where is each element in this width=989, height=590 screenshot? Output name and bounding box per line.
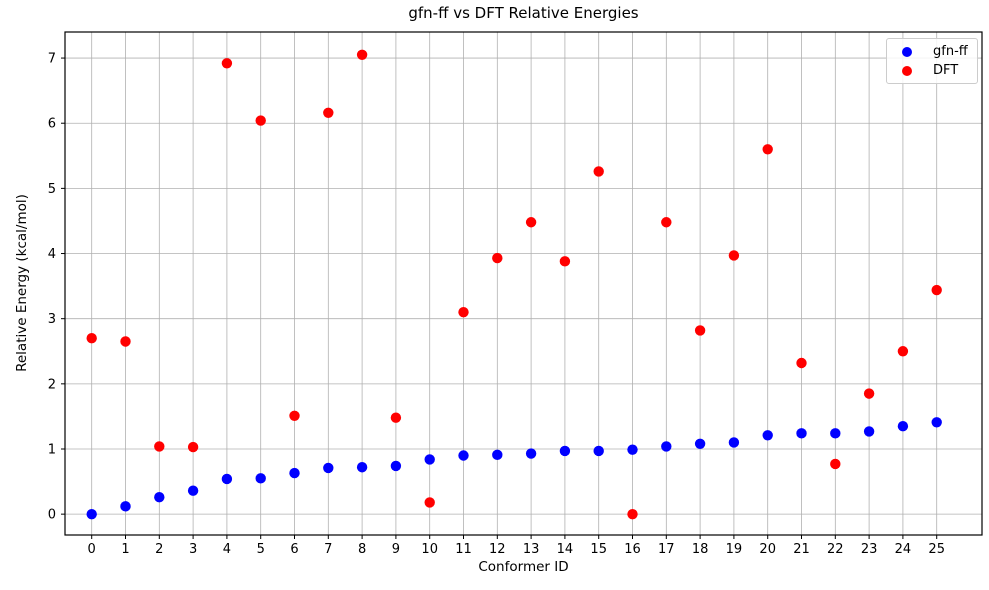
point-DFT-8 xyxy=(356,49,368,61)
point-DFT-4 xyxy=(221,58,233,69)
point-gfn-ff-6 xyxy=(289,467,300,479)
legend-label-dft: DFT xyxy=(933,63,959,78)
x-tick-label-23: 23 xyxy=(861,542,878,557)
point-DFT-14 xyxy=(559,256,571,267)
point-gfn-ff-20 xyxy=(762,430,773,441)
point-gfn-ff-23 xyxy=(863,426,875,437)
x-tick-label-8: 8 xyxy=(358,542,366,557)
point-DFT-22 xyxy=(830,458,841,470)
chart-title: gfn-ff vs DFT Relative Energies xyxy=(408,4,639,22)
point-DFT-10 xyxy=(424,497,435,508)
legend-entry-gfn-ff: gfn-ff xyxy=(902,42,971,61)
point-gfn-ff-4 xyxy=(221,473,233,485)
plot-border xyxy=(64,31,983,536)
x-tick-label-24: 24 xyxy=(895,542,912,557)
point-gfn-ff-7 xyxy=(323,462,334,474)
point-DFT-6 xyxy=(289,410,300,421)
point-DFT-12 xyxy=(492,252,503,264)
y-axis-label: Relative Energy (kcal/mol) xyxy=(14,194,30,372)
point-DFT-2 xyxy=(154,441,165,452)
x-tick-label-4: 4 xyxy=(223,542,231,557)
point-gfn-ff-11 xyxy=(458,450,469,461)
x-tick-label-0: 0 xyxy=(88,542,96,557)
point-gfn-ff-19 xyxy=(728,437,740,448)
point-gfn-ff-16 xyxy=(627,444,638,455)
x-tick-label-10: 10 xyxy=(421,542,438,557)
point-DFT-17 xyxy=(661,217,672,228)
point-gfn-ff-12 xyxy=(492,449,503,461)
point-gfn-ff-17 xyxy=(661,441,672,452)
point-DFT-0 xyxy=(86,333,97,344)
point-gfn-ff-9 xyxy=(390,460,402,472)
x-tick-label-15: 15 xyxy=(590,542,607,557)
point-DFT-11 xyxy=(458,306,469,318)
x-tick-label-12: 12 xyxy=(489,542,506,557)
x-tick-label-6: 6 xyxy=(290,542,298,557)
y-tick-label-7: 7 xyxy=(48,52,56,67)
y-tick-label-0: 0 xyxy=(48,508,56,523)
point-gfn-ff-24 xyxy=(897,420,909,432)
x-tick-label-14: 14 xyxy=(557,542,574,557)
x-tick-label-22: 22 xyxy=(827,542,844,557)
dft-marker-icon xyxy=(902,65,912,76)
legend-entry-dft: DFT xyxy=(902,61,971,80)
y-tick-label-6: 6 xyxy=(48,117,56,132)
point-gfn-ff-0 xyxy=(86,508,97,520)
x-tick-label-3: 3 xyxy=(189,542,197,557)
point-gfn-ff-5 xyxy=(255,473,266,484)
point-gfn-ff-2 xyxy=(154,492,165,503)
x-tick-label-9: 9 xyxy=(392,542,400,557)
point-gfn-ff-21 xyxy=(796,428,807,439)
point-DFT-18 xyxy=(694,325,706,336)
point-DFT-9 xyxy=(390,412,402,423)
point-gfn-ff-10 xyxy=(424,454,435,465)
x-tick-label-17: 17 xyxy=(658,542,675,557)
legend-label-gfn-ff: gfn-ff xyxy=(933,44,968,59)
x-tick-label-13: 13 xyxy=(523,542,540,557)
point-DFT-23 xyxy=(863,388,875,399)
x-tick-label-16: 16 xyxy=(624,542,641,557)
point-gfn-ff-15 xyxy=(593,445,604,457)
x-tick-label-2: 2 xyxy=(155,542,163,557)
point-DFT-19 xyxy=(728,250,740,261)
point-DFT-16 xyxy=(627,508,638,520)
legend: gfn-ff DFT xyxy=(886,38,978,84)
x-tick-label-5: 5 xyxy=(257,542,265,557)
y-tick-label-3: 3 xyxy=(48,312,56,327)
point-gfn-ff-8 xyxy=(356,462,368,473)
point-DFT-25 xyxy=(931,284,942,296)
point-DFT-1 xyxy=(120,336,131,347)
y-tick-label-4: 4 xyxy=(48,247,56,262)
point-DFT-13 xyxy=(525,217,537,228)
y-tick-label-1: 1 xyxy=(48,442,56,457)
point-gfn-ff-1 xyxy=(120,501,131,512)
point-gfn-ff-25 xyxy=(931,417,942,428)
point-gfn-ff-22 xyxy=(830,428,841,439)
x-tick-label-20: 20 xyxy=(759,542,776,557)
point-DFT-24 xyxy=(897,346,909,357)
point-DFT-7 xyxy=(323,107,334,118)
point-gfn-ff-13 xyxy=(525,448,537,459)
x-tick-label-7: 7 xyxy=(324,542,332,557)
point-gfn-ff-3 xyxy=(187,485,199,496)
x-tick-label-21: 21 xyxy=(793,542,810,557)
point-gfn-ff-14 xyxy=(559,445,571,457)
x-tick-label-18: 18 xyxy=(692,542,709,557)
point-DFT-15 xyxy=(593,166,604,177)
x-tick-label-11: 11 xyxy=(455,542,472,557)
gfn-ff-marker-icon xyxy=(902,46,912,57)
x-tick-label-19: 19 xyxy=(726,542,743,557)
point-DFT-5 xyxy=(255,115,266,126)
point-DFT-3 xyxy=(187,441,199,453)
point-gfn-ff-18 xyxy=(694,438,706,449)
x-tick-label-1: 1 xyxy=(121,542,129,557)
x-tick-label-25: 25 xyxy=(928,542,945,557)
point-DFT-20 xyxy=(762,144,773,155)
y-tick-label-2: 2 xyxy=(48,377,56,392)
x-axis-label: Conformer ID xyxy=(478,559,569,575)
point-DFT-21 xyxy=(796,357,807,369)
y-tick-label-5: 5 xyxy=(48,182,56,197)
